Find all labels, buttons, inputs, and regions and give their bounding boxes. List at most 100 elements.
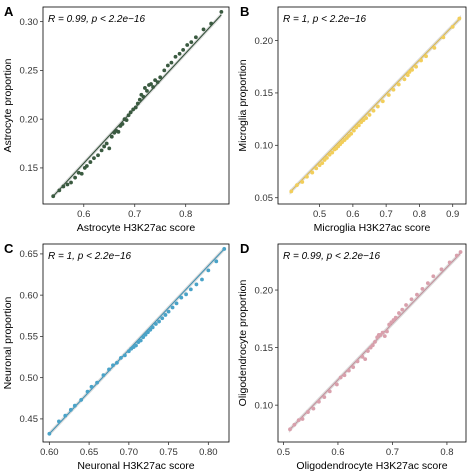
data-point bbox=[317, 163, 322, 168]
data-point bbox=[135, 101, 140, 106]
x-axis-title: Astrocyte H3K27ac score bbox=[77, 222, 196, 234]
data-point bbox=[151, 85, 155, 89]
x-tick-label: 0.6 bbox=[346, 209, 359, 220]
data-point bbox=[206, 268, 211, 273]
data-point bbox=[137, 97, 142, 102]
data-point bbox=[222, 247, 227, 251]
data-point bbox=[158, 75, 163, 80]
data-point bbox=[338, 375, 343, 380]
data-point bbox=[380, 330, 385, 335]
plot-frame bbox=[42, 6, 230, 205]
data-point bbox=[380, 99, 385, 104]
data-point bbox=[92, 156, 96, 161]
y-axis-title: Microglia proportion bbox=[237, 59, 249, 151]
data-point bbox=[72, 403, 77, 408]
x-tick-label: 0.8 bbox=[413, 209, 426, 220]
data-point bbox=[188, 287, 193, 292]
data-point bbox=[385, 329, 389, 334]
data-point bbox=[375, 104, 380, 109]
data-point bbox=[138, 338, 143, 343]
data-point bbox=[47, 431, 52, 436]
data-point bbox=[179, 295, 184, 300]
data-point bbox=[420, 286, 425, 291]
plot-frame bbox=[277, 243, 467, 443]
x-tick-label: 0.8 bbox=[440, 447, 453, 458]
correlation-annotation: R = 0.99, p < 2.2e−16 bbox=[48, 14, 145, 25]
data-point bbox=[397, 311, 401, 315]
data-point bbox=[61, 184, 66, 189]
panel-d: D 0.5 0.6 0.7 0.8 0.10 0.15 0.20 Oligodendrocyte… bbox=[237, 241, 467, 472]
data-point bbox=[441, 35, 446, 40]
data-point bbox=[393, 315, 398, 320]
data-point bbox=[155, 80, 160, 84]
data-point bbox=[101, 373, 106, 378]
x-axis-title: Microglia H3K27ac score bbox=[314, 222, 431, 234]
y-tick-label: 0.60 bbox=[20, 290, 39, 301]
data-point bbox=[363, 357, 368, 362]
y-tick-label: 0.20 bbox=[255, 36, 274, 47]
y-axis-title: Oligodendrocyte proportion bbox=[237, 280, 249, 407]
data-point bbox=[425, 281, 430, 286]
x-tick-label: 0.70 bbox=[120, 447, 139, 458]
data-point bbox=[367, 113, 372, 117]
data-point bbox=[170, 305, 175, 310]
y-tick-label: 0.55 bbox=[20, 332, 39, 343]
data-point bbox=[424, 54, 428, 59]
y-tick-label: 0.65 bbox=[20, 249, 39, 260]
data-point bbox=[166, 309, 171, 314]
panel-letter: A bbox=[4, 4, 14, 19]
data-point bbox=[56, 419, 61, 424]
data-point bbox=[141, 94, 146, 99]
plot-frame bbox=[277, 6, 467, 205]
data-point bbox=[300, 417, 305, 421]
x-tick-label: 0.5 bbox=[277, 447, 290, 458]
panel-b: B 0.5 0.6 0.7 0.8 0.9 0.05 0.10 0.15 0.20 Microgli… bbox=[237, 4, 467, 234]
data-point bbox=[115, 360, 119, 365]
data-point bbox=[143, 332, 148, 337]
y-axis-title: Neuronal proportion bbox=[2, 296, 14, 389]
data-point bbox=[68, 407, 73, 412]
data-point bbox=[311, 406, 316, 411]
data-point bbox=[396, 82, 401, 87]
y-axis-title: Astrocyte proportion bbox=[2, 58, 14, 152]
x-axis-title: Neuronal H3K27ac score bbox=[77, 460, 194, 472]
data-point bbox=[419, 58, 423, 63]
data-point bbox=[95, 380, 99, 385]
data-point bbox=[296, 418, 301, 423]
panel-a: A 0.6 0.7 0.8 0.15 0.20 0.25 0.30 Astrocyte H3K2… bbox=[2, 4, 230, 234]
data-point bbox=[447, 260, 452, 265]
y-tick-label: 0.15 bbox=[255, 343, 274, 354]
x-tick-label: 0.75 bbox=[159, 447, 178, 458]
data-point bbox=[361, 118, 366, 123]
data-point bbox=[134, 343, 138, 348]
data-point bbox=[370, 343, 375, 348]
data-point bbox=[219, 9, 224, 14]
data-point bbox=[289, 189, 294, 194]
data-point bbox=[118, 355, 123, 360]
data-point bbox=[458, 250, 463, 254]
data-point bbox=[322, 395, 327, 400]
x-tick-label: 0.6 bbox=[331, 447, 344, 458]
y-tick-label: 0.05 bbox=[255, 193, 274, 204]
data-point bbox=[128, 110, 133, 115]
data-point bbox=[405, 73, 410, 78]
data-point bbox=[404, 303, 408, 307]
regression-line bbox=[52, 14, 222, 197]
data-point bbox=[89, 384, 94, 389]
data-point bbox=[185, 43, 190, 47]
panel-letter: B bbox=[240, 4, 249, 19]
data-point bbox=[327, 152, 332, 157]
x-tick-label: 0.8 bbox=[179, 209, 192, 220]
data-point bbox=[342, 373, 347, 378]
data-point bbox=[146, 330, 150, 335]
y-tick-label: 0.30 bbox=[20, 17, 39, 28]
data-point bbox=[407, 70, 412, 74]
data-point bbox=[400, 307, 405, 312]
data-point bbox=[157, 319, 161, 324]
data-point bbox=[126, 349, 131, 354]
x-tick-label: 0.9 bbox=[446, 209, 459, 220]
data-point bbox=[371, 108, 376, 113]
panel-letter: D bbox=[240, 241, 249, 256]
y-tick-label: 0.25 bbox=[20, 66, 39, 77]
